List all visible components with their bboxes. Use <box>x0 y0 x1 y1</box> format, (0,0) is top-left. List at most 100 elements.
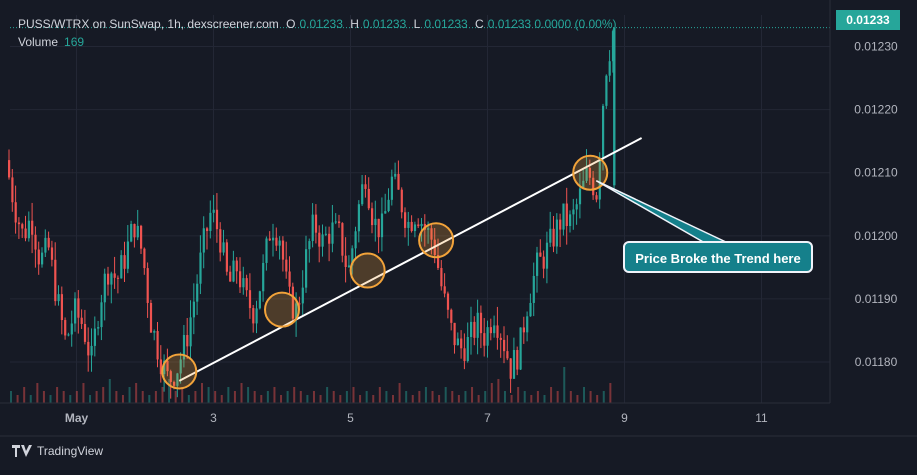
candle-body <box>295 303 298 319</box>
candle-body <box>107 273 110 285</box>
volume-bar <box>62 391 65 403</box>
candle-body <box>430 228 433 240</box>
candle-body <box>585 167 588 181</box>
candle-body <box>281 240 285 260</box>
candle-body <box>133 223 136 238</box>
volume-bar <box>23 387 26 403</box>
candle-body <box>50 247 54 260</box>
candle-body <box>351 248 354 266</box>
candle-body <box>516 350 519 370</box>
low-label: L <box>413 17 421 31</box>
candle-body <box>140 225 143 249</box>
volume-bar <box>280 395 283 403</box>
candle-body <box>196 283 199 302</box>
volume-bar <box>510 395 513 403</box>
volume-bar <box>293 387 296 403</box>
volume-bar <box>16 395 19 403</box>
candle-body <box>272 237 275 241</box>
candle-body <box>453 322 456 346</box>
candle-body <box>222 242 225 253</box>
candle-body <box>70 323 73 335</box>
symbol-line: PUSS/WTRX on SunSwap, 1h, dexscreener.co… <box>18 17 279 31</box>
candle-body <box>305 249 308 288</box>
candle-body <box>265 238 268 263</box>
candle-body <box>229 271 232 282</box>
brand-name: TradingView <box>37 444 104 458</box>
candle-body <box>380 213 384 238</box>
volume-bar <box>536 391 539 403</box>
volume-bar <box>556 391 559 403</box>
candle-body <box>100 302 103 328</box>
candle-body <box>470 321 473 338</box>
volume-bar <box>29 395 32 403</box>
candle-body <box>473 321 476 338</box>
candle-body <box>186 335 189 347</box>
volume-bar <box>484 391 487 403</box>
close-value: 0.01233 0.0000 (0.00%) <box>487 17 617 31</box>
volume-bar <box>438 395 441 403</box>
trendline <box>178 137 643 382</box>
volume-bar <box>497 379 500 403</box>
volume-bar <box>115 391 118 403</box>
touch-point-circle <box>161 353 198 390</box>
candle-body <box>443 286 446 294</box>
candle-body <box>202 228 205 253</box>
candle-body <box>338 221 341 224</box>
candle-body <box>506 351 509 359</box>
candle-body <box>192 301 195 318</box>
candle-body <box>182 335 186 360</box>
y-tick-label: 0.01220 <box>854 103 898 117</box>
candle-body <box>169 371 172 382</box>
candle-body <box>153 331 156 333</box>
candle-body <box>11 177 14 203</box>
candle-body <box>93 328 96 346</box>
y-tick-label: 0.01190 <box>855 292 898 306</box>
candle-body <box>592 177 595 196</box>
tradingview-brand[interactable]: TradingView <box>12 444 103 458</box>
touch-point-circle <box>418 222 455 259</box>
candle-body <box>410 221 413 232</box>
candle-body <box>14 202 17 223</box>
volume-bar <box>266 391 269 403</box>
volume-bar <box>214 391 217 403</box>
volume-bar <box>102 387 105 403</box>
candle-body <box>552 228 555 247</box>
candle-body <box>8 160 11 178</box>
candle-body <box>311 214 314 242</box>
candle-body <box>483 333 486 346</box>
candle-body <box>602 105 605 158</box>
candle-body <box>371 208 374 226</box>
candle-body <box>331 222 334 244</box>
candle-body <box>400 189 403 213</box>
volume-bar <box>477 395 480 403</box>
candle-body <box>555 219 558 247</box>
candle-body <box>509 358 512 379</box>
candle-body <box>384 211 387 214</box>
candle-body <box>97 327 100 329</box>
candle-body <box>578 188 582 205</box>
candle-body <box>598 157 601 200</box>
candle-body <box>308 241 311 250</box>
candle-body <box>239 271 242 288</box>
candle-body <box>519 327 522 370</box>
candle-body <box>374 218 377 226</box>
candle-body <box>437 254 440 268</box>
candle-body <box>130 223 133 242</box>
candle-body <box>460 338 463 349</box>
volume-bar <box>220 395 223 403</box>
candle-body <box>318 232 321 247</box>
volume-legend: Volume 169 <box>18 35 84 49</box>
candle-body <box>67 334 70 336</box>
volume-bar <box>247 387 250 403</box>
candle-body <box>394 173 397 177</box>
candle-body <box>41 252 44 265</box>
candle-body <box>536 252 539 276</box>
candle-body <box>344 255 347 268</box>
volume-bar <box>240 383 243 403</box>
volume-bar <box>207 387 210 403</box>
candle-body <box>549 228 552 243</box>
candle-body <box>252 308 255 324</box>
candle-body <box>176 373 179 386</box>
volume-label: Volume <box>18 35 59 49</box>
